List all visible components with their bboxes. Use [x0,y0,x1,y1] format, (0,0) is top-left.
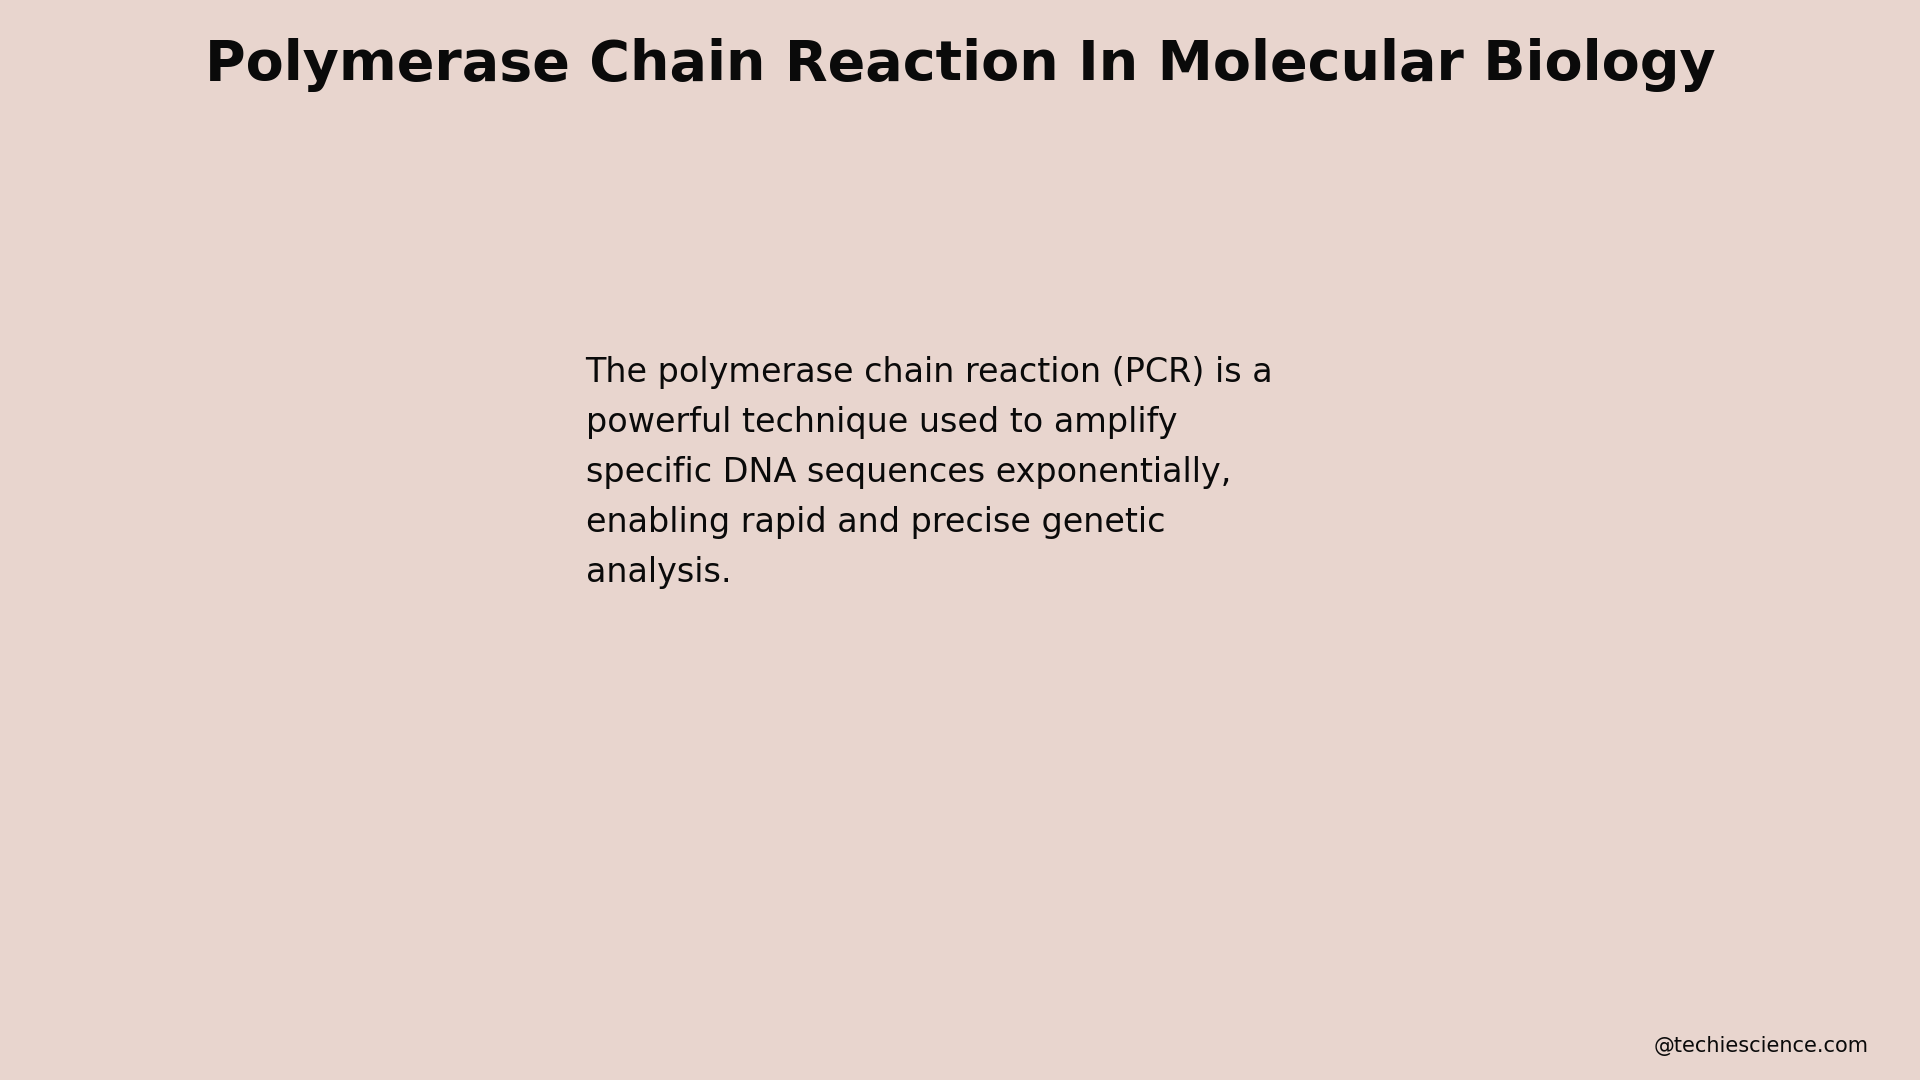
Text: The polymerase chain reaction (PCR) is a
powerful technique used to amplify
spec: The polymerase chain reaction (PCR) is a… [586,356,1273,589]
Text: @techiescience.com: @techiescience.com [1653,1036,1868,1056]
Text: Polymerase Chain Reaction In Molecular Biology: Polymerase Chain Reaction In Molecular B… [205,38,1715,92]
